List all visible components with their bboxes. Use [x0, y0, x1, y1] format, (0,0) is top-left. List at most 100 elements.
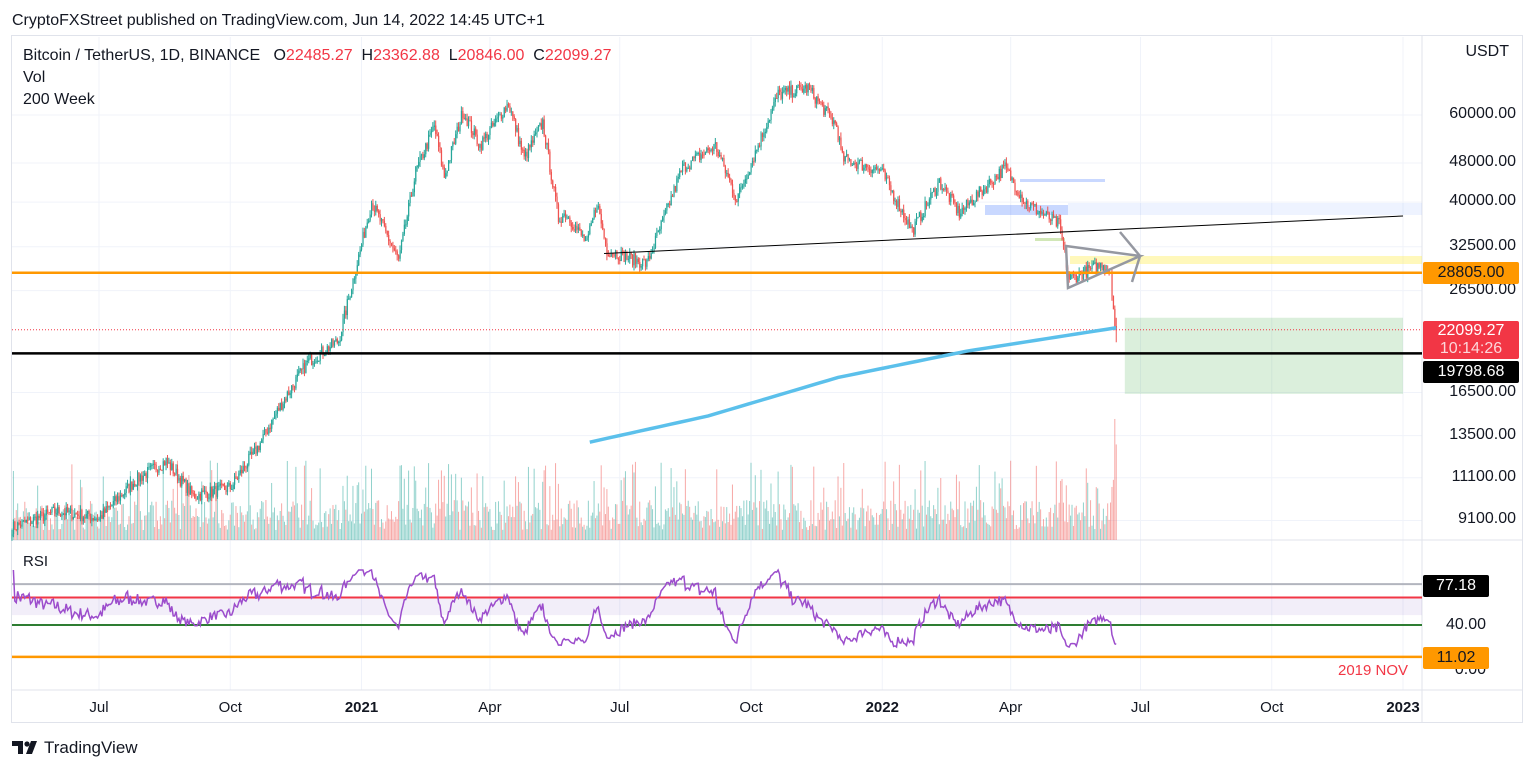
- volume-bar: [951, 508, 953, 540]
- candle-body: [487, 135, 490, 140]
- volume-bar: [510, 517, 512, 540]
- volume-bar: [112, 505, 114, 540]
- candle-body: [318, 360, 320, 362]
- volume-bar: [662, 529, 664, 540]
- candle-body: [719, 155, 721, 157]
- volume-label[interactable]: Vol: [23, 69, 46, 86]
- volume-bar: [489, 509, 491, 540]
- volume-bar: [432, 527, 434, 540]
- candle-body: [1025, 201, 1028, 204]
- volume-bar: [144, 515, 146, 540]
- volume-bar: [1075, 505, 1077, 540]
- volume-bar: [184, 505, 186, 540]
- volume-bar: [28, 522, 30, 540]
- volume-bar: [349, 514, 351, 540]
- volume-bar: [963, 526, 965, 540]
- candle-body: [711, 148, 714, 151]
- candle-body: [878, 169, 881, 172]
- tradingview-logo[interactable]: TradingView: [12, 738, 138, 758]
- candle-body: [836, 123, 838, 127]
- volume-bar: [232, 502, 234, 540]
- candle-body: [549, 151, 551, 172]
- candle-body: [974, 201, 976, 204]
- candle-body: [1034, 204, 1036, 206]
- candle-body: [714, 142, 717, 145]
- candle-body: [694, 154, 697, 159]
- volume-bar: [642, 525, 644, 540]
- chart-frame[interactable]: [11, 35, 1523, 723]
- candle-body: [784, 87, 786, 91]
- candle-body: [797, 85, 799, 87]
- ma-label[interactable]: 200 Week: [23, 91, 95, 108]
- volume-bar: [836, 527, 838, 540]
- candle-body: [600, 213, 602, 224]
- volume-bar: [1064, 521, 1066, 540]
- volume-bar: [392, 519, 394, 540]
- volume-bar: [847, 518, 849, 540]
- candle-body: [392, 245, 394, 249]
- candle-body: [704, 151, 707, 155]
- rsi-title[interactable]: RSI: [23, 553, 49, 570]
- volume-bar: [720, 506, 722, 540]
- candle-body: [915, 217, 918, 222]
- candle-body: [642, 259, 644, 267]
- yellow-zone: [1070, 256, 1422, 264]
- volume-bar: [328, 514, 330, 540]
- candle-body: [286, 391, 289, 401]
- volume-bar: [535, 507, 537, 540]
- candle-body: [489, 127, 491, 136]
- candle-body: [346, 299, 348, 316]
- volume-bar: [505, 522, 507, 540]
- volume-bar: [797, 503, 799, 540]
- candle-body: [1074, 274, 1076, 276]
- candle-body: [335, 339, 337, 342]
- candle-body: [413, 181, 416, 193]
- volume-bar: [515, 476, 517, 540]
- candle-body: [1084, 266, 1086, 272]
- candle-body: [299, 368, 301, 371]
- candle-body: [119, 494, 122, 501]
- volume-bar: [669, 516, 671, 540]
- candle-body: [432, 126, 434, 132]
- volume-bar: [664, 509, 666, 540]
- volume-bar: [348, 521, 350, 540]
- volume-bar: [873, 517, 875, 540]
- candle-body: [1018, 195, 1020, 198]
- candle-body: [827, 106, 829, 111]
- volume-bar: [1094, 529, 1096, 540]
- candle-body: [614, 251, 617, 257]
- volume-bar: [719, 526, 721, 540]
- candle-body: [376, 205, 378, 211]
- volume-bar: [402, 508, 404, 540]
- volume-bar: [853, 507, 855, 540]
- volume-bar: [282, 515, 284, 540]
- volume-bar: [1057, 517, 1059, 540]
- volume-bar: [907, 506, 909, 540]
- price-tick: 32500.00: [1449, 236, 1516, 254]
- volume-bar: [520, 503, 522, 540]
- candle-body: [171, 463, 173, 470]
- candle-body: [917, 217, 919, 219]
- candle-body: [582, 234, 584, 236]
- volume-bar: [657, 522, 659, 540]
- volume-bar: [22, 511, 24, 540]
- volume-bar: [679, 502, 681, 540]
- volume-bar: [1005, 518, 1007, 540]
- volume-bar: [545, 465, 547, 540]
- volume-bar: [776, 525, 778, 540]
- volume-bar: [560, 508, 562, 540]
- volume-bar: [132, 522, 134, 540]
- candle-body: [801, 88, 804, 93]
- volume-bar: [1028, 523, 1030, 540]
- volume-bar: [656, 523, 658, 540]
- volume-bar: [385, 521, 387, 540]
- symbol-title[interactable]: Bitcoin / TetherUS, 1D, BINANCE: [23, 47, 261, 64]
- candle-body: [231, 488, 233, 490]
- candle-body: [813, 87, 815, 99]
- candle-body: [616, 251, 618, 259]
- volume-bar: [293, 505, 295, 540]
- volume-bar: [1032, 515, 1034, 540]
- candle-body: [884, 170, 886, 180]
- volume-bar: [934, 509, 936, 540]
